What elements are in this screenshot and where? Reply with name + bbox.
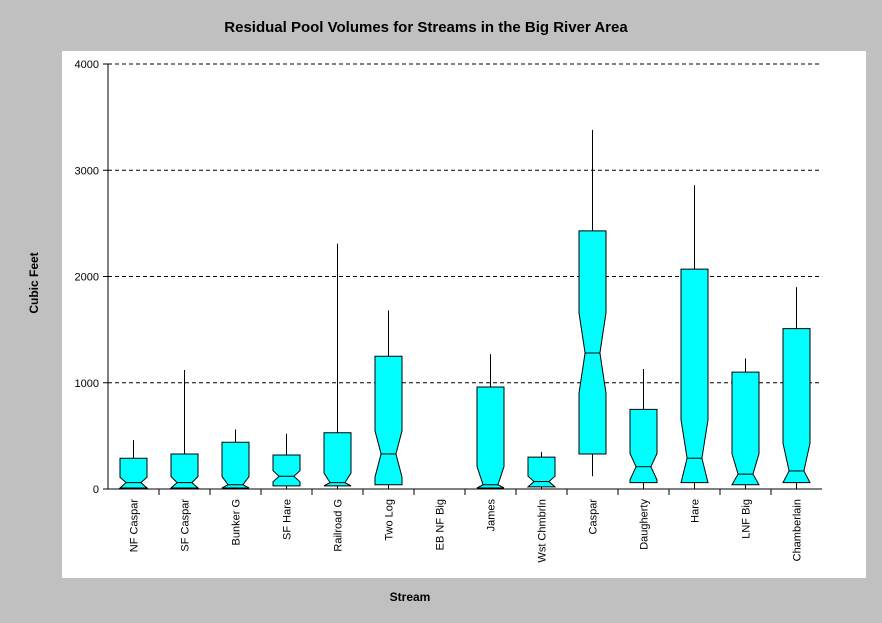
box-10 <box>629 368 658 489</box>
box-4 <box>323 243 352 489</box>
box-body <box>169 453 200 489</box>
box-11 <box>680 185 709 489</box>
box-5 <box>374 310 403 489</box>
box-8 <box>526 451 557 489</box>
box-body <box>782 328 811 484</box>
x-tick-label: Caspar <box>588 499 600 535</box>
box-9 <box>578 129 607 477</box>
box-body <box>221 441 250 489</box>
box-2 <box>221 429 250 489</box>
box-3 <box>272 433 301 489</box>
box-body <box>526 456 557 488</box>
box-12 <box>731 358 760 489</box>
y-tick-label: 2000 <box>75 272 99 284</box>
y-tick-label: 3000 <box>75 165 99 177</box>
box-body <box>629 408 658 484</box>
x-tick-label: SF Hare <box>282 499 294 540</box>
x-tick-label: EB NF Big <box>435 499 447 550</box>
x-tick-label: Hare <box>690 499 702 523</box>
box-body <box>578 230 607 455</box>
x-tick-label: James <box>486 499 498 532</box>
box-body <box>118 457 149 489</box>
y-axis: 0 1000 2000 3000 4000 <box>75 59 109 496</box>
x-tick-label: Bunker G <box>231 499 243 545</box>
chart-title: Residual Pool Volumes for Streams in the… <box>224 19 628 36</box>
x-axis: NF Caspar SF Caspar Bunker G SF Hare Railroa… <box>108 488 822 563</box>
x-tick-label: Railroad G <box>333 499 345 552</box>
box-13 <box>782 287 811 489</box>
box-body <box>374 355 403 486</box>
box-7 <box>476 354 505 489</box>
box-0 <box>118 440 149 489</box>
box-body <box>731 371 760 486</box>
box-1 <box>169 370 200 489</box>
x-tick-label: LNF Big <box>741 499 753 539</box>
x-tick-label: SF Caspar <box>180 499 192 552</box>
box-body <box>272 454 301 487</box>
box-body <box>680 268 709 484</box>
x-tick-label: Daugherty <box>639 499 651 550</box>
box-body <box>323 432 352 487</box>
y-tick-label: 4000 <box>75 59 99 71</box>
x-tick-label: Chamberlain <box>792 499 804 561</box>
x-tick-label: Wst Chmbrln <box>537 499 549 563</box>
x-axis-title: Stream <box>389 590 431 604</box>
y-tick-label: 1000 <box>75 378 99 390</box>
x-tick-label: Two Log <box>384 499 396 541</box>
box-body <box>476 386 505 489</box>
x-tick-label: NF Caspar <box>129 499 141 553</box>
y-tick-label: 0 <box>93 484 99 496</box>
boxes <box>118 129 811 489</box>
